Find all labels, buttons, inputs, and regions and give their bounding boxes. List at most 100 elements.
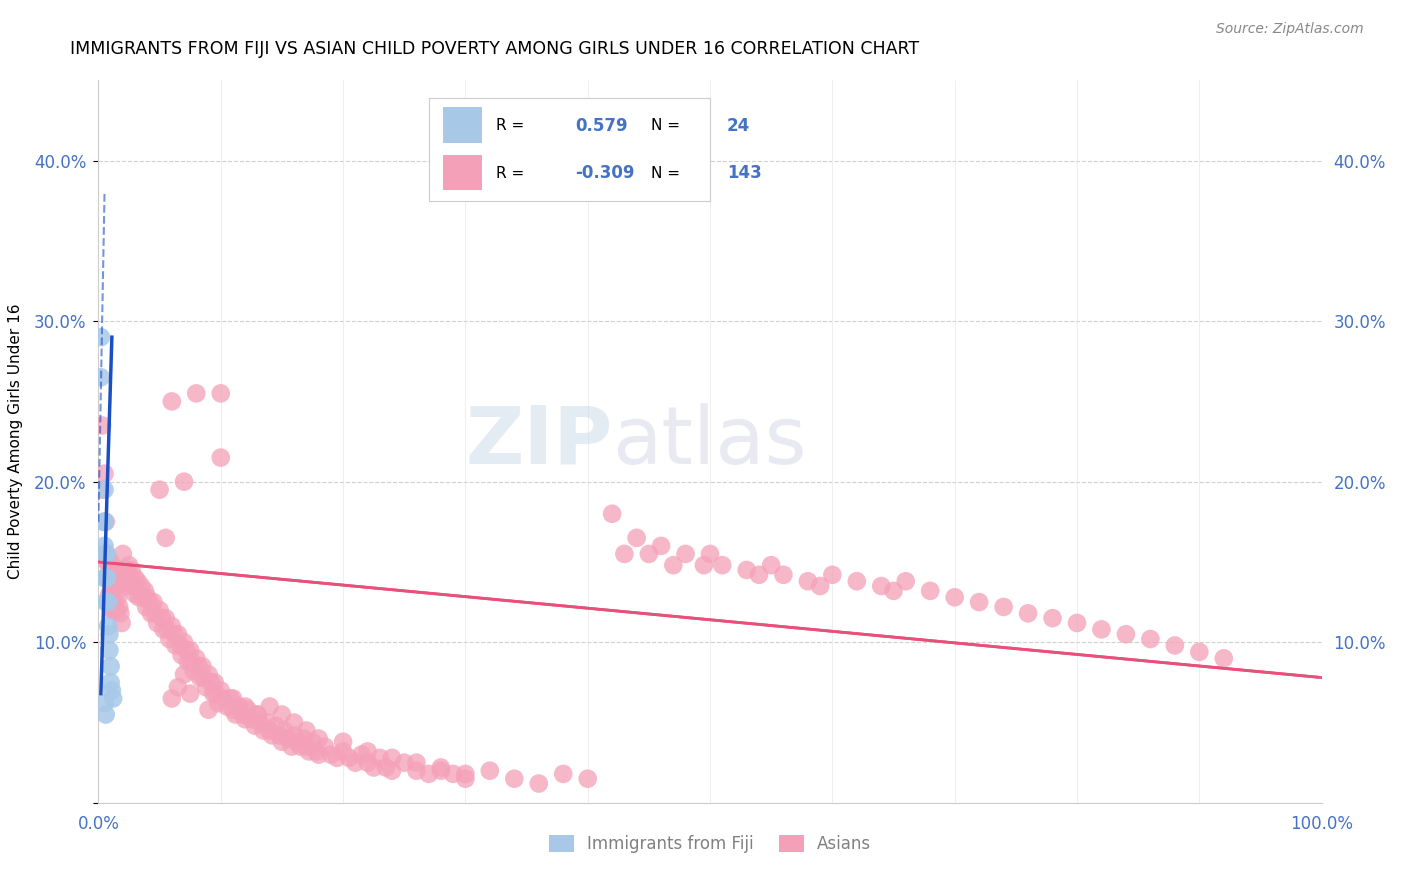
Point [222,691,245,706]
Point [91,515,114,529]
Point [243,719,266,733]
Text: 0.579: 0.579 [575,117,627,135]
Point [107,591,129,605]
Point [292,731,315,746]
Point [101,603,124,617]
Point [146,615,169,630]
Point [285,735,308,749]
Bar [443,107,482,144]
Point [273,723,295,738]
Point [356,756,378,770]
Point [101,595,124,609]
Point [97,555,120,569]
Point [290,739,312,754]
Point [142,595,165,609]
Point [155,611,177,625]
Text: IMMIGRANTS FROM FIJI VS ASIAN CHILD POVERTY AMONG GIRLS UNDER 16 CORRELATION CHA: IMMIGRANTS FROM FIJI VS ASIAN CHILD POVE… [70,40,920,58]
Point [699,547,721,561]
Point [246,707,269,722]
Point [93,467,115,481]
Point [675,547,697,561]
Point [256,715,278,730]
Point [337,751,360,765]
Point [118,558,141,573]
Text: R =: R = [496,119,524,133]
Point [478,764,501,778]
Point [356,744,378,758]
Text: N =: N = [651,119,681,133]
Point [186,651,208,665]
Point [149,603,172,617]
Point [128,591,150,605]
Point [613,547,636,561]
Point [295,723,318,738]
Point [100,587,122,601]
Point [100,571,122,585]
Point [131,591,153,605]
Text: Source: ZipAtlas.com: Source: ZipAtlas.com [1216,22,1364,37]
Point [1139,632,1161,646]
Point [219,691,242,706]
Point [205,687,228,701]
Point [626,531,648,545]
Point [368,751,391,765]
Point [212,691,235,706]
Point [97,595,120,609]
Point [98,643,121,657]
Point [197,703,219,717]
Point [1090,623,1112,637]
Point [149,483,172,497]
Point [169,639,191,653]
Point [808,579,831,593]
Point [1017,607,1039,621]
Point [430,764,453,778]
Point [363,760,385,774]
Point [993,599,1015,614]
Point [1042,611,1064,625]
Point [283,715,305,730]
Point [600,507,623,521]
Point [527,776,550,790]
Point [772,567,794,582]
Point [392,756,416,770]
Point [326,751,349,765]
Point [845,574,868,589]
Point [662,558,685,573]
Point [179,687,201,701]
Point [183,664,205,678]
Point [104,603,127,617]
Point [252,723,274,738]
Point [111,615,134,630]
Point [197,667,219,681]
Point [821,567,844,582]
Point [870,579,893,593]
Point [135,599,157,614]
Point [262,728,284,742]
Point [1066,615,1088,630]
Point [160,394,183,409]
Text: 24: 24 [727,117,751,135]
Point [305,744,328,758]
Point [233,699,256,714]
Point [711,558,734,573]
Point [101,579,124,593]
Point [344,756,367,770]
Point [883,583,905,598]
Point [105,603,128,617]
Point [761,558,783,573]
Point [98,587,121,601]
Point [1115,627,1137,641]
Point [90,330,112,344]
Point [180,655,202,669]
Point [454,767,477,781]
Point [270,735,294,749]
Point [308,747,330,762]
Point [277,731,299,746]
Point [176,643,198,657]
Point [118,574,141,589]
Point [209,450,232,465]
Point [280,739,302,754]
Point [209,683,232,698]
Point [101,691,124,706]
Point [103,571,125,585]
